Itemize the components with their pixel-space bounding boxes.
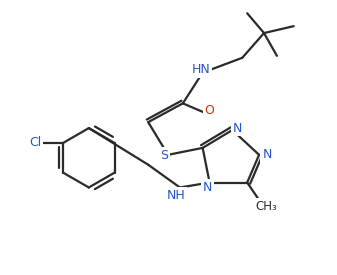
Text: N: N — [233, 122, 242, 134]
Text: Cl: Cl — [29, 136, 41, 149]
Text: S: S — [160, 149, 168, 162]
Text: N: N — [203, 181, 212, 194]
Text: HN: HN — [191, 63, 210, 76]
Text: O: O — [205, 104, 215, 117]
Text: NH: NH — [166, 189, 185, 202]
Text: CH₃: CH₃ — [255, 200, 277, 213]
Text: N: N — [262, 148, 272, 161]
